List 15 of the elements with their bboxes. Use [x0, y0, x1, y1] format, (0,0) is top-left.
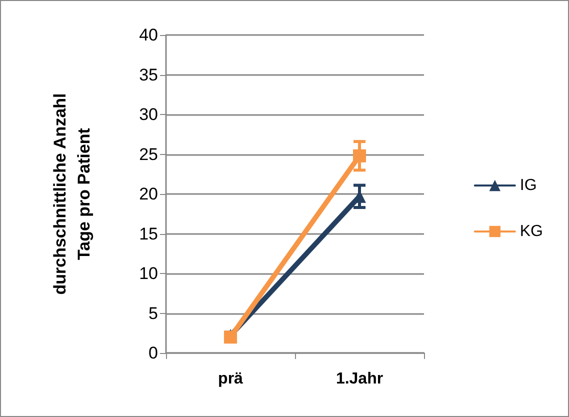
y-tick-label: 20 [139, 184, 158, 204]
y-tick-label: 15 [139, 224, 158, 244]
y-tick-label: 40 [139, 26, 158, 44]
y-tick-label: 10 [139, 264, 158, 283]
y-tick-label: 35 [139, 65, 158, 84]
y-tick-label: 5 [148, 304, 158, 323]
legend-label: KG [520, 223, 544, 240]
x-tick-label: 1.Jahr [336, 370, 384, 388]
point [353, 149, 366, 162]
x-tick-label: prä [218, 370, 244, 388]
legend-label: IG [520, 177, 537, 194]
y-tick-label: 30 [139, 105, 158, 124]
y-tick-label: 0 [148, 344, 158, 362]
y-axis-title: durchschnittliche Anzahl Tage pro Patient [50, 93, 94, 295]
y-tick-label: 25 [139, 144, 158, 164]
